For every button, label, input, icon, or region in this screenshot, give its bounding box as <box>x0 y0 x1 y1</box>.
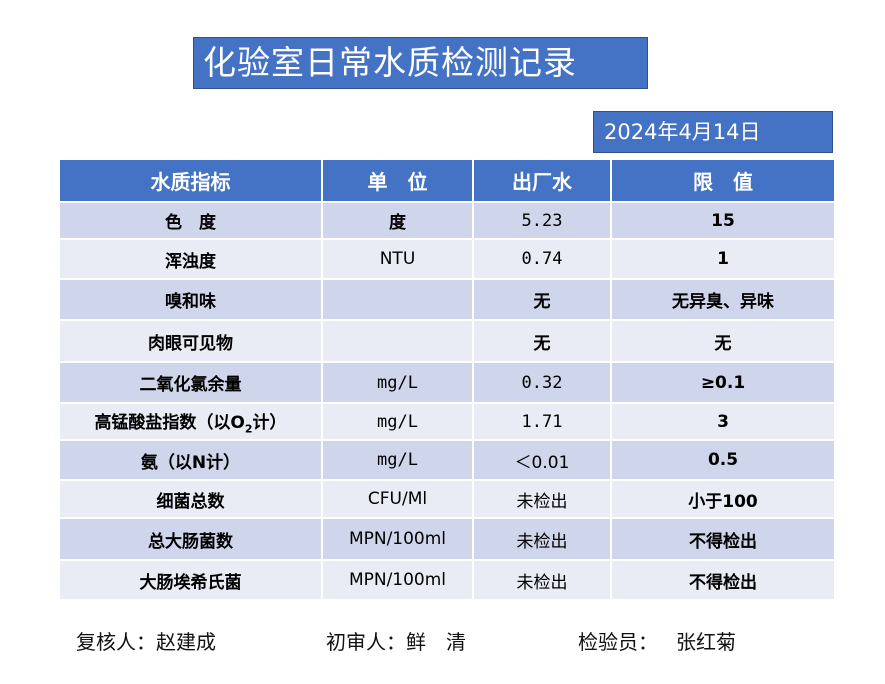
row-limit: 3 <box>611 403 834 441</box>
row-value: 0.74 <box>473 239 612 280</box>
table-row: 嗅和味 无 无异臭、异味 <box>60 279 834 321</box>
header-plant-water: 出厂水 <box>473 160 612 203</box>
table-row: 肉眼可见物 无 无 <box>60 320 834 363</box>
row-indicator: 高锰酸盐指数（以O2计） <box>60 403 323 441</box>
inspector-label: 检验员： <box>578 630 658 654</box>
row-unit: NTU <box>322 239 474 280</box>
table-row: 浑浊度 NTU 0.74 1 <box>60 239 834 280</box>
row-unit: mg/L <box>322 403 474 441</box>
table-row: 氨（以N计） mg/L ＜0.01 0.5 <box>60 440 834 481</box>
first-reviewer-signature: 初审人：鲜 清 <box>326 626 466 655</box>
row-unit <box>322 320 474 363</box>
row-unit: mg/L <box>322 362 474 404</box>
first-reviewer-name: 鲜 清 <box>406 630 466 654</box>
row-indicator: 肉眼可见物 <box>60 320 323 363</box>
row-value: 无 <box>473 279 612 321</box>
row-value: ＜0.01 <box>473 440 612 481</box>
header-unit: 单 位 <box>322 160 474 203</box>
row-limit: 无 <box>611 320 834 363</box>
row-limit: 15 <box>611 202 834 240</box>
table-row: 大肠埃希氏菌 MPN/100ml 未检出 不得检出 <box>60 560 834 601</box>
row-limit: 小于100 <box>611 480 834 519</box>
row-value: 未检出 <box>473 480 612 519</box>
report-date: 2024年4月14日 <box>593 111 833 153</box>
row-indicator: 嗅和味 <box>60 279 323 321</box>
row-indicator-subscript: 2 <box>244 422 253 436</box>
header-indicator: 水质指标 <box>60 160 323 203</box>
row-indicator-prefix: 高锰酸盐指数（以O <box>94 412 245 433</box>
reviewer-label: 复核人： <box>76 630 156 654</box>
reviewer-name: 赵建成 <box>156 630 216 654</box>
row-indicator: 二氧化氯余量 <box>60 362 323 404</box>
inspector-signature: 检验员： 张红菊 <box>578 626 736 655</box>
row-indicator-suffix: 计） <box>252 412 287 433</box>
row-value: 0.32 <box>473 362 612 404</box>
row-value: 无 <box>473 320 612 363</box>
row-value: 5.23 <box>473 202 612 240</box>
table-header-row: 水质指标 单 位 出厂水 限 值 <box>60 160 834 203</box>
row-indicator: 浑浊度 <box>60 239 323 280</box>
row-limit: ≥0.1 <box>611 362 834 404</box>
row-indicator: 细菌总数 <box>60 480 323 519</box>
row-limit: 不得检出 <box>611 518 834 561</box>
row-value: 未检出 <box>473 560 612 601</box>
row-indicator: 色 度 <box>60 202 323 240</box>
water-quality-table: 水质指标 单 位 出厂水 限 值 色 度 度 5.23 15 浑浊度 NTU 0… <box>60 160 834 601</box>
first-reviewer-label: 初审人： <box>326 630 406 654</box>
table-row: 色 度 度 5.23 15 <box>60 202 834 240</box>
row-unit: CFU/Ml <box>322 480 474 519</box>
table-row: 二氧化氯余量 mg/L 0.32 ≥0.1 <box>60 362 834 404</box>
row-limit: 不得检出 <box>611 560 834 601</box>
row-unit: MPN/100ml <box>322 560 474 601</box>
row-unit <box>322 279 474 321</box>
row-value: 未检出 <box>473 518 612 561</box>
inspector-name: 张红菊 <box>676 630 736 654</box>
row-unit: mg/L <box>322 440 474 481</box>
table-row: 细菌总数 CFU/Ml 未检出 小于100 <box>60 480 834 519</box>
table-row: 总大肠菌数 MPN/100ml 未检出 不得检出 <box>60 518 834 561</box>
row-limit: 0.5 <box>611 440 834 481</box>
row-indicator: 大肠埃希氏菌 <box>60 560 323 601</box>
row-unit: MPN/100ml <box>322 518 474 561</box>
row-limit: 1 <box>611 239 834 280</box>
row-limit: 无异臭、异味 <box>611 279 834 321</box>
report-title: 化验室日常水质检测记录 <box>193 37 648 89</box>
header-limit: 限 值 <box>611 160 834 203</box>
row-unit: 度 <box>322 202 474 240</box>
table-row: 高锰酸盐指数（以O2计） mg/L 1.71 3 <box>60 403 834 441</box>
row-indicator: 氨（以N计） <box>60 440 323 481</box>
row-indicator: 总大肠菌数 <box>60 518 323 561</box>
reviewer-signature: 复核人：赵建成 <box>76 626 216 655</box>
row-value: 1.71 <box>473 403 612 441</box>
